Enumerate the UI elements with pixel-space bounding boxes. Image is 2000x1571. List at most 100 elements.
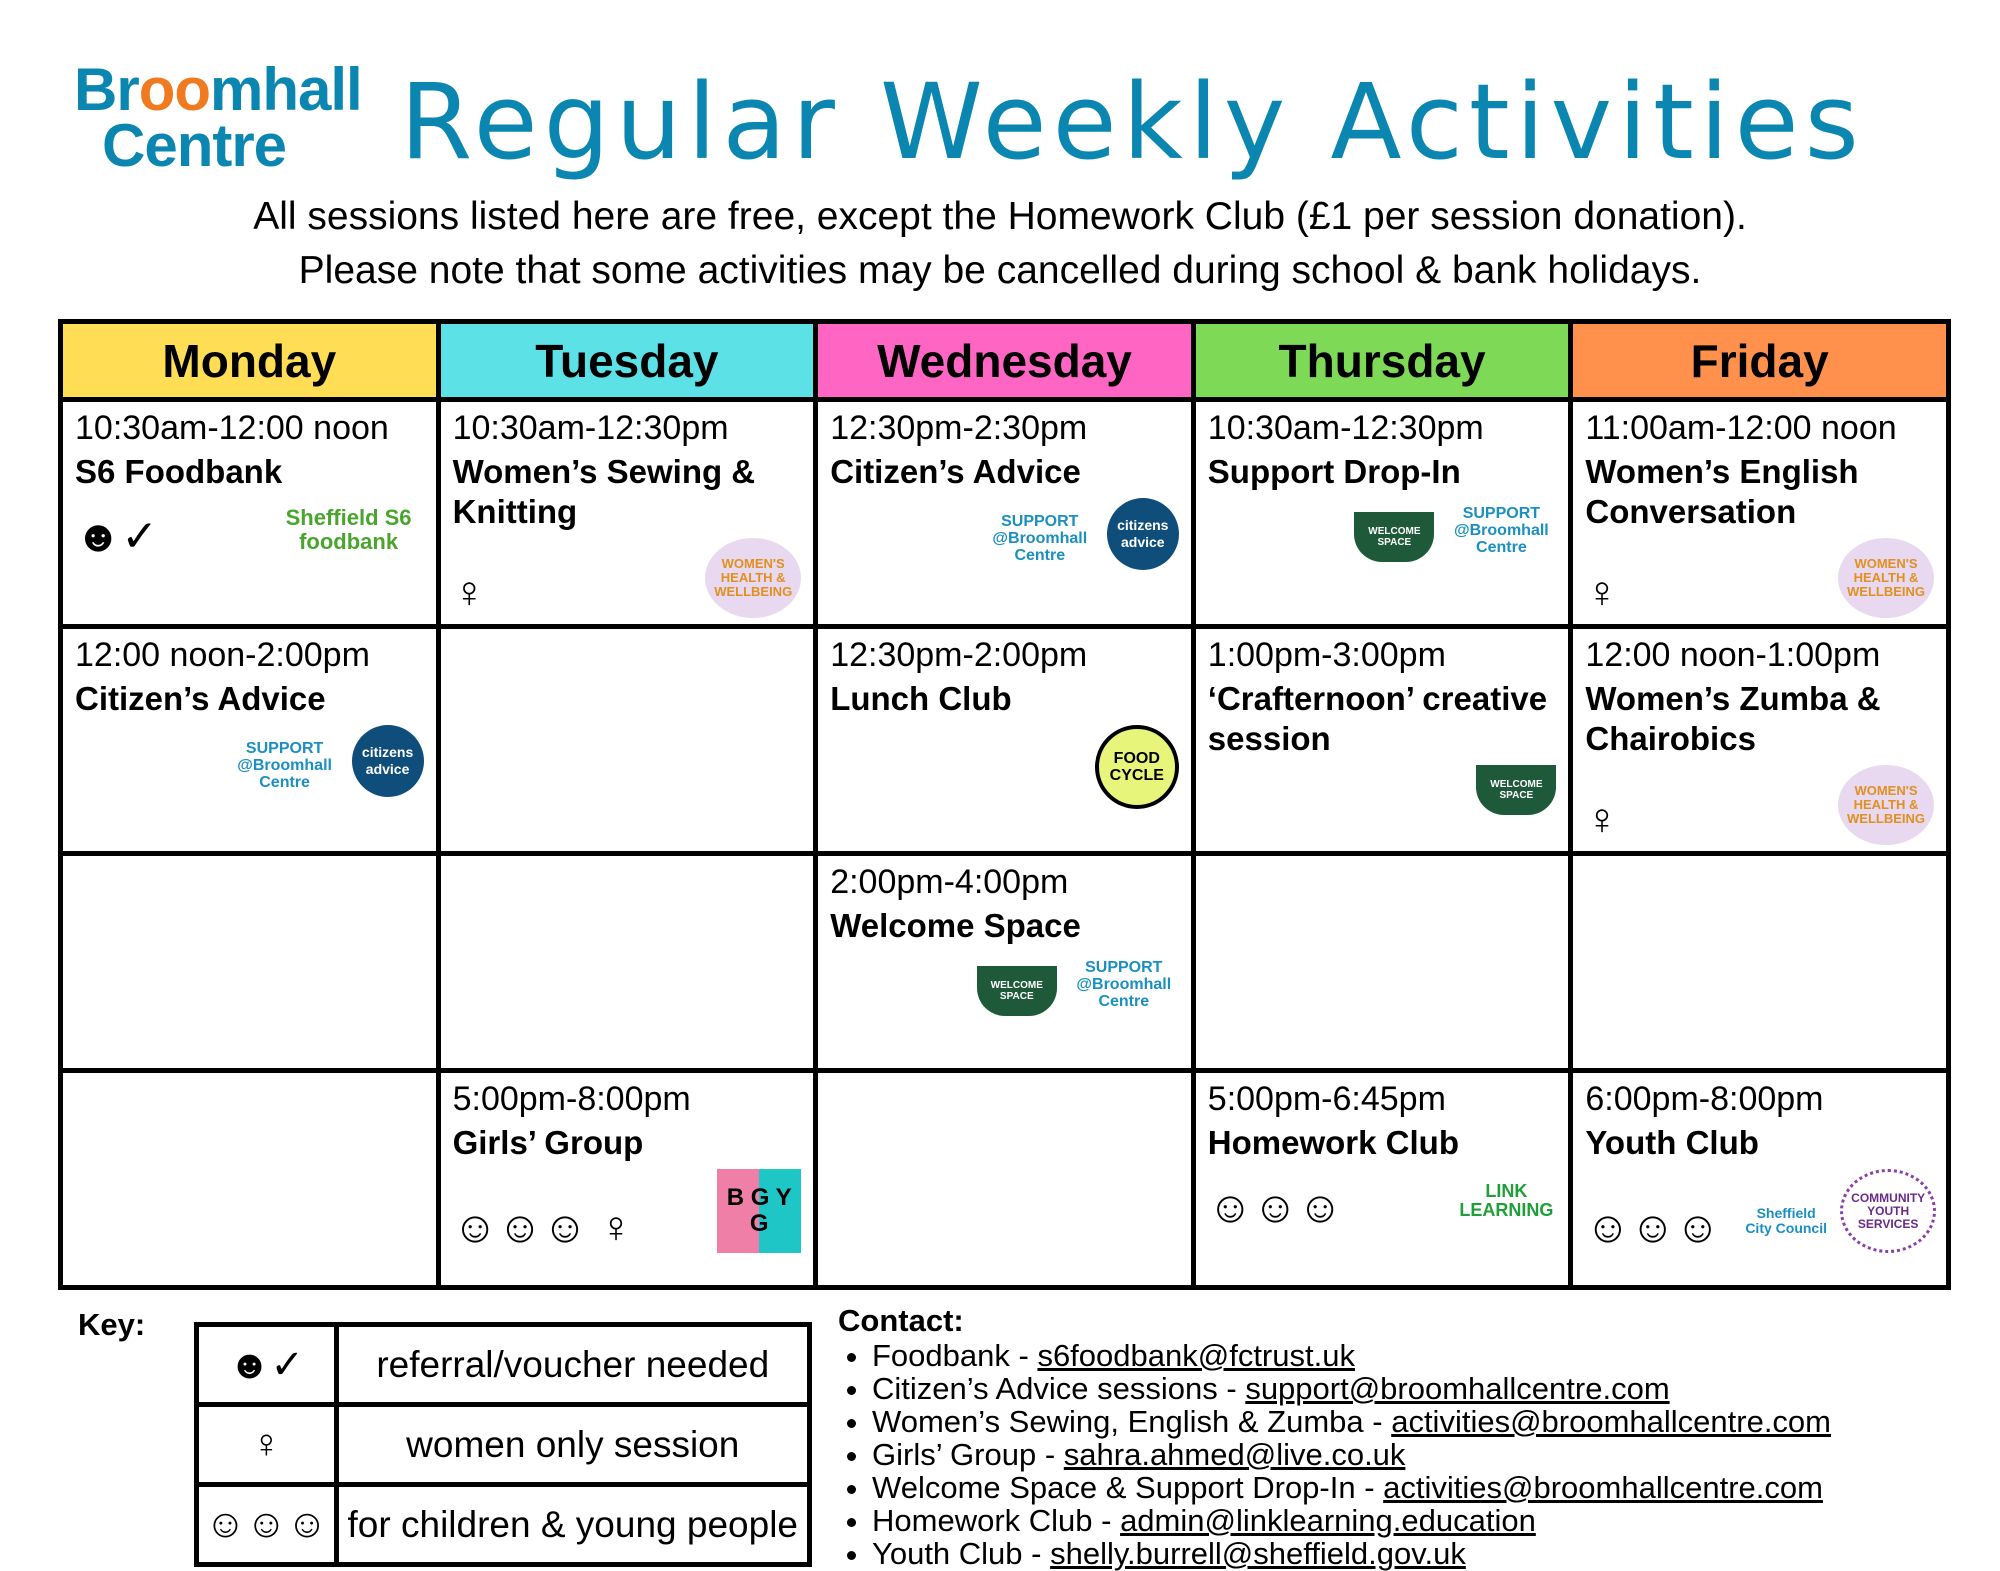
session-time: 10:30am-12:30pm xyxy=(1207,409,1484,447)
cell-icons: WELCOME SPACE SUPPORT @Broomhall Centre xyxy=(830,952,1179,1016)
cell-icons: ☺☺☺ ♀ B G Y G xyxy=(453,1169,802,1253)
broomhall-centre-logo: Broomhall Centre xyxy=(74,60,363,176)
session-time: 10:30am-12:00 noon xyxy=(75,409,389,447)
activity-cell: 10:30am-12:30pm Women’s Sewing & Knitting… xyxy=(435,397,819,629)
children-icon: ☺☺☺ xyxy=(1585,1203,1721,1252)
contact-label: Youth Club - xyxy=(872,1536,1051,1571)
activity-cell: 10:30am-12:30pm Support Drop-In WELCOME SP… xyxy=(1190,397,1574,629)
logo-citizens-advice: citizens advice xyxy=(1106,498,1179,570)
contact-item: Youth Club - shelly.burrell@sheffield.go… xyxy=(872,1537,1831,1570)
logo-text: oo xyxy=(138,56,211,123)
logo-support-broomhall-centre: SUPPORT @Broomhall Centre xyxy=(1076,958,1172,1010)
logo-community-youth-services: COMMUNITY YOUTH SERVICES xyxy=(1840,1169,1937,1253)
cell-icons: FOOD CYCLE xyxy=(830,725,1179,809)
activity-name: Girls’ Group xyxy=(452,1124,644,1161)
empty-cell xyxy=(1568,851,1951,1073)
referral-icon: ☻✓ xyxy=(194,1322,339,1407)
cell-icons: SUPPORT @Broomhall Centre citizens advice xyxy=(75,725,424,797)
activity-name: Youth Club xyxy=(1585,1124,1759,1161)
subtitle-line: Please note that some activities may be … xyxy=(298,249,1702,292)
logo-support-broomhall-centre: SUPPORT @Broomhall Centre xyxy=(992,512,1088,564)
logo-welcome-space: WELCOME SPACE xyxy=(1354,512,1435,562)
activity-name: Women’s Sewing & Knitting xyxy=(452,453,756,530)
contact-email-link[interactable]: sahra.ahmed@live.co.uk xyxy=(1063,1437,1406,1472)
key-description: women only session xyxy=(333,1402,813,1487)
logo-welcome-space: WELCOME SPACE xyxy=(1476,765,1557,815)
contact-email-link[interactable]: admin@linklearning.education xyxy=(1120,1503,1536,1538)
activity-cell: 6:00pm-8:00pm Youth Club ☺☺☺ Sheffield City… xyxy=(1568,1068,1951,1290)
empty-cell xyxy=(58,851,441,1073)
cell-icons: ☺☺☺ Sheffield City Council COMMUNITY YOUTH… xyxy=(1585,1169,1937,1253)
contact-email-link[interactable]: activities@broomhallcentre.com xyxy=(1391,1404,1832,1439)
session-time: 5:00pm-6:45pm xyxy=(1207,1080,1446,1118)
empty-cell xyxy=(813,1068,1196,1290)
contact-email-link[interactable]: shelly.burrell@sheffield.gov.uk xyxy=(1050,1536,1466,1571)
key-table: ☻✓ referral/voucher needed ♀ women only ses… xyxy=(194,1322,813,1567)
contact-item: Girls’ Group - sahra.ahmed@live.co.uk xyxy=(872,1438,1831,1471)
logo-sheffield-city-council: Sheffield City Council xyxy=(1745,1205,1827,1236)
session-time: 12:00 noon-1:00pm xyxy=(1585,636,1881,674)
woman-icon: ♀ xyxy=(1585,568,1619,617)
contact-email-link[interactable]: s6foodbank@fctrust.uk xyxy=(1037,1338,1355,1373)
logo-text: Br xyxy=(74,56,140,123)
logo-women-s-health-wellbeing: WOMEN'S HEALTH & WELLBEING xyxy=(1838,765,1934,845)
activity-cell: 10:30am-12:00 noon S6 Foodbank ☻✓ Sheffield… xyxy=(58,397,441,629)
cell-icons: ♀ WOMEN'S HEALTH & WELLBEING xyxy=(1585,538,1934,618)
contact-email-link[interactable]: support@broomhallcentre.com xyxy=(1245,1371,1670,1406)
activity-cell: 12:00 noon-2:00pm Citizen’s Advice SUPPORT… xyxy=(58,624,441,856)
contact-email-link[interactable]: activities@broomhallcentre.com xyxy=(1383,1470,1823,1505)
activity-cell: 5:00pm-6:45pm Homework Club ☺☺☺ LINK LEARNI… xyxy=(1190,1068,1574,1290)
activity-name: Support Drop-In xyxy=(1207,453,1461,490)
cell-icons: ☻✓ Sheffield S6 foodbank xyxy=(75,498,424,562)
contact-item: Welcome Space & Support Drop-In - activi… xyxy=(872,1471,1831,1504)
key-row: ♀ women only session xyxy=(194,1402,813,1487)
empty-cell xyxy=(435,624,819,856)
day-header-thursday: Thursday xyxy=(1190,319,1574,402)
logo-support-broomhall-centre: SUPPORT @Broomhall Centre xyxy=(237,739,332,791)
referral-icon: ☻✓ xyxy=(75,512,159,561)
session-time: 6:00pm-8:00pm xyxy=(1585,1080,1824,1118)
activity-name: Citizen’s Advice xyxy=(75,680,326,717)
activity-cell: 12:30pm-2:30pm Citizen’s Advice SUPPORT @B… xyxy=(813,397,1196,629)
page-title: Regular Weekly Activities xyxy=(400,61,1865,183)
activity-name: Women’s Zumba & Chairobics xyxy=(1585,680,1881,757)
activity-name: Lunch Club xyxy=(830,680,1012,717)
key-row: ☻✓ referral/voucher needed xyxy=(194,1322,813,1407)
day-header-tuesday: Tuesday xyxy=(435,319,819,402)
contact-label: Welcome Space & Support Drop-In - xyxy=(872,1470,1384,1505)
logo-text: mhall xyxy=(210,56,363,123)
logo-b-g-y-g: B G Y G xyxy=(717,1169,802,1253)
cell-icons: ♀ WOMEN'S HEALTH & WELLBEING xyxy=(1585,765,1934,845)
children-icon: ☺☺☺ xyxy=(1207,1183,1343,1232)
children-icon: ☺☺☺ xyxy=(452,1203,588,1252)
logo-citizens-advice: citizens advice xyxy=(351,725,424,797)
cell-icons: WELCOME SPACE xyxy=(1208,765,1557,815)
cell-icons: WELCOME SPACE SUPPORT @Broomhall Centre xyxy=(1208,498,1557,562)
activity-cell: 2:00pm-4:00pm Welcome Space WELCOME SPACE S… xyxy=(813,851,1196,1073)
logo-link-learning: LINK LEARNING xyxy=(1459,1181,1554,1220)
contact-label: Women’s Sewing, English & Zumba - xyxy=(872,1404,1392,1439)
activity-cell: 12:30pm-2:00pm Lunch Club FOOD CYCLE xyxy=(813,624,1196,856)
logo-women-s-health-wellbeing: WOMEN'S HEALTH & WELLBEING xyxy=(1838,538,1934,618)
empty-cell xyxy=(1190,851,1574,1073)
contact-label: Homework Club - xyxy=(872,1503,1121,1538)
logo-support-broomhall-centre: SUPPORT @Broomhall Centre xyxy=(1454,504,1549,556)
activity-cell: 1:00pm-3:00pm ‘Crafternoon’ creative sess… xyxy=(1190,624,1574,856)
session-time: 5:00pm-8:00pm xyxy=(452,1080,691,1118)
contact-item: Homework Club - admin@linklearning.educa… xyxy=(872,1504,1831,1537)
activity-cell: 5:00pm-8:00pm Girls’ Group ☺☺☺ ♀ B G Y G xyxy=(435,1068,819,1290)
children-icon: ☺☺☺ xyxy=(194,1482,339,1567)
contact-heading: Contact: xyxy=(838,1303,964,1338)
logo-food-cycle: FOOD CYCLE xyxy=(1094,725,1179,809)
day-header-wednesday: Wednesday xyxy=(813,319,1196,402)
session-time: 2:00pm-4:00pm xyxy=(830,863,1069,901)
activity-name: Welcome Space xyxy=(830,907,1081,944)
contact-label: Citizen’s Advice sessions - xyxy=(872,1371,1246,1406)
activity-name: Citizen’s Advice xyxy=(830,453,1081,490)
timetable: Monday Tuesday Wednesday Thursday Friday 10:… xyxy=(58,319,1951,1290)
activity-name: Homework Club xyxy=(1207,1124,1459,1161)
woman-icon: ♀ xyxy=(452,568,486,617)
session-time: 12:30pm-2:30pm xyxy=(830,409,1088,447)
logo-women-s-health-wellbeing: WOMEN'S HEALTH & WELLBEING xyxy=(705,538,802,618)
contact-section: Contact: Foodbank - s6foodbank@fctrust.u… xyxy=(838,1304,1831,1570)
